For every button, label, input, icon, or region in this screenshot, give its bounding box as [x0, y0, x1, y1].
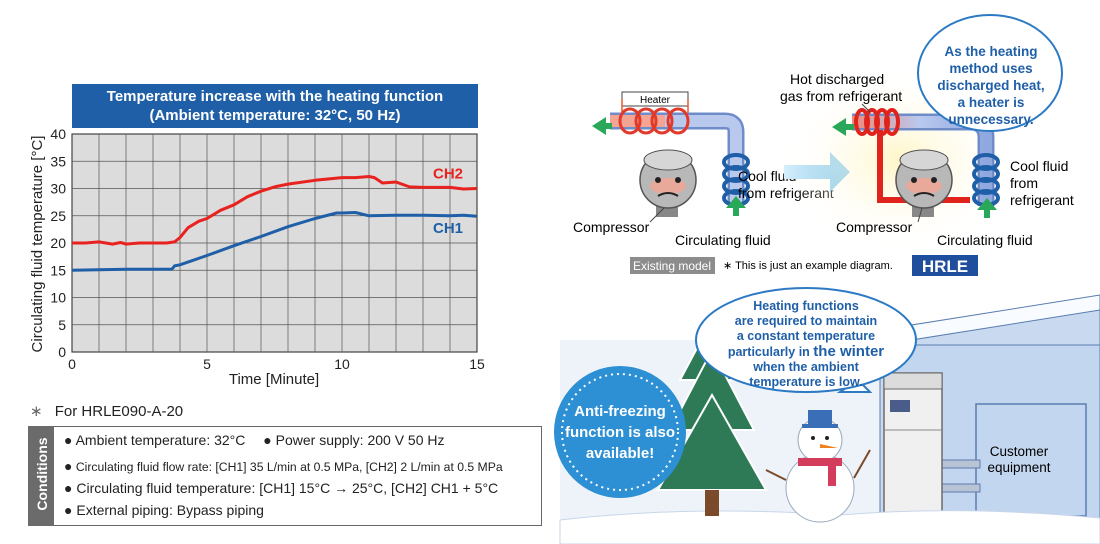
- anti-freezing-badge: Anti-freezing function is also available…: [554, 366, 686, 498]
- winter-bubble-line-4: particularly in the winter: [728, 343, 884, 360]
- existing-model-badge: [630, 257, 715, 274]
- heater-label: Heater: [640, 95, 671, 106]
- winter-bubble-line-5: when the ambient: [752, 360, 859, 374]
- bubble-top-line-3: discharged heat,: [937, 78, 1044, 93]
- bubble-top-line-5: unnecessary.: [948, 112, 1033, 127]
- compressor-label-right: Compressor: [836, 219, 913, 235]
- arrow-left-icon: [592, 117, 606, 135]
- hrle-badge-label: HRLE: [922, 257, 968, 276]
- existing-model-diagram: Heater Compressor Cool fluid from: [573, 91, 893, 274]
- chart-title-box: Temperature increase with the heating fu…: [72, 84, 478, 128]
- y-tick-label: 25: [50, 208, 66, 224]
- series-label-ch1: CH1: [433, 220, 463, 237]
- y-axis-label: Circulating fluid temperature [°C]: [29, 136, 46, 353]
- compressor-icon: [895, 149, 953, 217]
- hot-gas-label-2: gas from refrigerant: [780, 88, 902, 104]
- conditions-label: Conditions: [34, 437, 50, 511]
- winter-speech-bubble: Heating functions are required to mainta…: [695, 287, 917, 393]
- anti-freeze-line-1: Anti-freezing: [574, 403, 666, 420]
- y-tick-label: 20: [50, 235, 66, 251]
- arrow-left-icon: [842, 124, 854, 130]
- heater-unnecessary-bubble: As the heating method uses discharged he…: [917, 14, 1063, 132]
- condition-ambient: Ambient temperature: 32°C: [75, 432, 246, 448]
- condition-line-2: ● Circulating fluid flow rate: [CH1] 35 …: [64, 458, 503, 474]
- condition-piping: External piping: Bypass piping: [76, 502, 264, 518]
- heating-diagram: Heater Compressor Cool fluid from: [554, 14, 1100, 544]
- winter-bubble-line-6: temperature is low.: [749, 375, 862, 389]
- bubble-top-line-2: method uses: [949, 61, 1032, 76]
- x-tick-label: 5: [203, 356, 211, 372]
- model-note: ∗ For HRLE090-A-20: [30, 402, 183, 420]
- y-tick-label: 0: [58, 344, 66, 360]
- y-tick-label: 30: [50, 181, 66, 197]
- arrow-up-icon: [984, 208, 990, 218]
- y-tick-label: 40: [50, 126, 66, 142]
- cool-fluid-right-3: refrigerant: [1010, 192, 1074, 208]
- heater-coil: [618, 107, 690, 135]
- condition-line-4: ● External piping: Bypass piping: [64, 502, 264, 518]
- cool-fluid-right-2: from: [1010, 175, 1038, 191]
- snowman-icon: [765, 410, 871, 523]
- cooling-coil: [972, 153, 1000, 207]
- x-tick-label: 15: [469, 356, 485, 372]
- x-tick-label: 10: [334, 356, 350, 372]
- x-axis-label: Time [Minute]: [229, 371, 319, 388]
- y-tick-label: 10: [50, 290, 66, 306]
- x-tick-label: 0: [68, 356, 76, 372]
- series-line-ch1: [71, 211, 478, 272]
- chiller-unit-icon: [883, 372, 943, 525]
- series-line-ch2: [72, 175, 478, 246]
- condition-flow: Circulating fluid flow rate: [CH1] 35 L/…: [75, 460, 503, 474]
- circulating-fluid-left: Circulating fluid: [675, 232, 771, 248]
- compressor-icon: [639, 149, 697, 217]
- y-tick-label: 5: [58, 317, 66, 333]
- note-mark: ∗: [30, 403, 43, 420]
- cool-fluid-right-1: Cool fluid: [1010, 158, 1068, 174]
- condition-line-1: ● Ambient temperature: 32°C ● Power supp…: [64, 432, 445, 448]
- compressor-label-left: Compressor: [573, 219, 650, 235]
- arrow-up-icon: [733, 206, 739, 216]
- hot-gas-coil: [854, 108, 900, 136]
- bullet-icon: ●: [64, 502, 73, 518]
- winter-bubble-line-1: Heating functions: [753, 299, 859, 313]
- winter-bubble-line-2: are required to maintain: [735, 314, 877, 328]
- temperature-chart: 0 5 10 15 20 25 30 35 40 0 5 10 15 Time [Minute] Cir…: [29, 126, 485, 388]
- condition-fluid-temp: Circulating fluid temperature: [CH1] 15°…: [76, 480, 499, 496]
- customer-equipment-label-2: equipment: [987, 460, 1050, 475]
- winter-scene: Customer equipment: [554, 287, 1100, 544]
- condition-line-3: ● Circulating fluid temperature: [CH1] 1…: [64, 480, 498, 496]
- chart-subtitle: (Ambient temperature: 32°C, 50 Hz): [149, 107, 401, 124]
- y-tick-label: 15: [50, 262, 66, 278]
- y-tick-label: 35: [50, 153, 66, 169]
- hrle-badge: [912, 255, 978, 276]
- anti-freeze-line-3: available!: [586, 445, 654, 462]
- bullet-icon: ●: [64, 458, 73, 474]
- customer-equipment-label-1: Customer: [990, 444, 1049, 459]
- winter-bubble-line-3: a constant temperature: [737, 329, 875, 343]
- existing-model-label: Existing model: [633, 259, 711, 273]
- bullet-icon: ●: [64, 432, 73, 448]
- bullet-icon: ●: [64, 480, 73, 496]
- note-text: For HRLE090-A-20: [54, 403, 184, 420]
- example-diagram-note: ∗ This is just an example diagram.: [723, 260, 893, 272]
- series-label-ch2: CH2: [433, 166, 463, 183]
- anti-freeze-line-2: function is also: [565, 424, 675, 441]
- bubble-top-line-1: As the heating: [944, 44, 1037, 59]
- chart-title: Temperature increase with the heating fu…: [106, 88, 444, 105]
- hot-gas-label-1: Hot discharged: [790, 71, 884, 87]
- circulating-fluid-right: Circulating fluid: [937, 232, 1033, 248]
- bullet-icon: ●: [263, 432, 272, 448]
- condition-power: Power supply: 200 V 50 Hz: [275, 432, 445, 448]
- conditions-side-label: Conditions: [28, 426, 54, 526]
- bubble-top-line-4: a heater is: [958, 95, 1025, 110]
